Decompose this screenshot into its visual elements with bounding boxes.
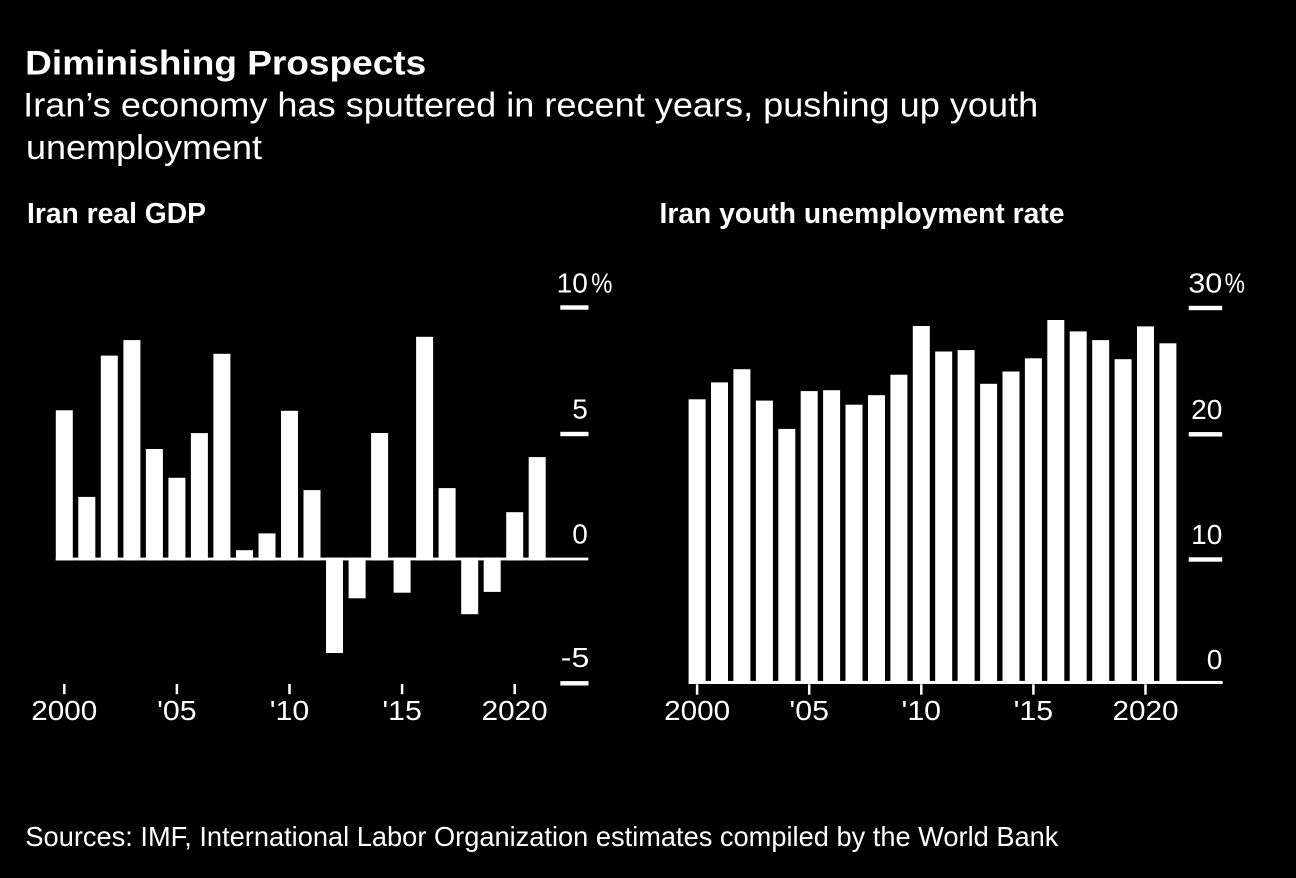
svg-text:Sources: IMF, International La: Sources: IMF, International Labor Organi… bbox=[25, 821, 1059, 852]
svg-text:2020: 2020 bbox=[1113, 695, 1179, 726]
svg-text:'10: '10 bbox=[270, 695, 310, 726]
svg-text:'15: '15 bbox=[382, 695, 422, 726]
svg-text:Iran’s economy has sputtered i: Iran’s economy has sputtered in recent y… bbox=[23, 87, 1038, 125]
svg-text:-5: -5 bbox=[561, 642, 590, 673]
svg-text:0: 0 bbox=[572, 518, 588, 549]
svg-text:10: 10 bbox=[557, 267, 588, 298]
svg-text:Iran youth unemployment rate: Iran youth unemployment rate bbox=[660, 198, 1065, 230]
svg-text:5: 5 bbox=[572, 394, 588, 425]
svg-text:10: 10 bbox=[1191, 519, 1222, 550]
svg-text:0: 0 bbox=[1207, 644, 1223, 675]
svg-text:'05: '05 bbox=[157, 695, 197, 726]
svg-text:20: 20 bbox=[1191, 394, 1222, 425]
svg-text:Iran real GDP: Iran real GDP bbox=[27, 198, 206, 230]
svg-text:unemployment: unemployment bbox=[26, 129, 263, 167]
svg-text:2020: 2020 bbox=[482, 695, 548, 726]
svg-text:%: % bbox=[591, 267, 612, 298]
svg-text:Diminishing Prospects: Diminishing Prospects bbox=[25, 45, 426, 83]
svg-text:'10: '10 bbox=[902, 695, 942, 726]
svg-text:'05: '05 bbox=[789, 695, 829, 726]
svg-text:2000: 2000 bbox=[31, 695, 97, 726]
svg-text:2000: 2000 bbox=[664, 695, 730, 726]
svg-text:30: 30 bbox=[1188, 268, 1222, 299]
svg-text:%: % bbox=[1225, 268, 1245, 299]
svg-text:'15: '15 bbox=[1014, 695, 1054, 726]
